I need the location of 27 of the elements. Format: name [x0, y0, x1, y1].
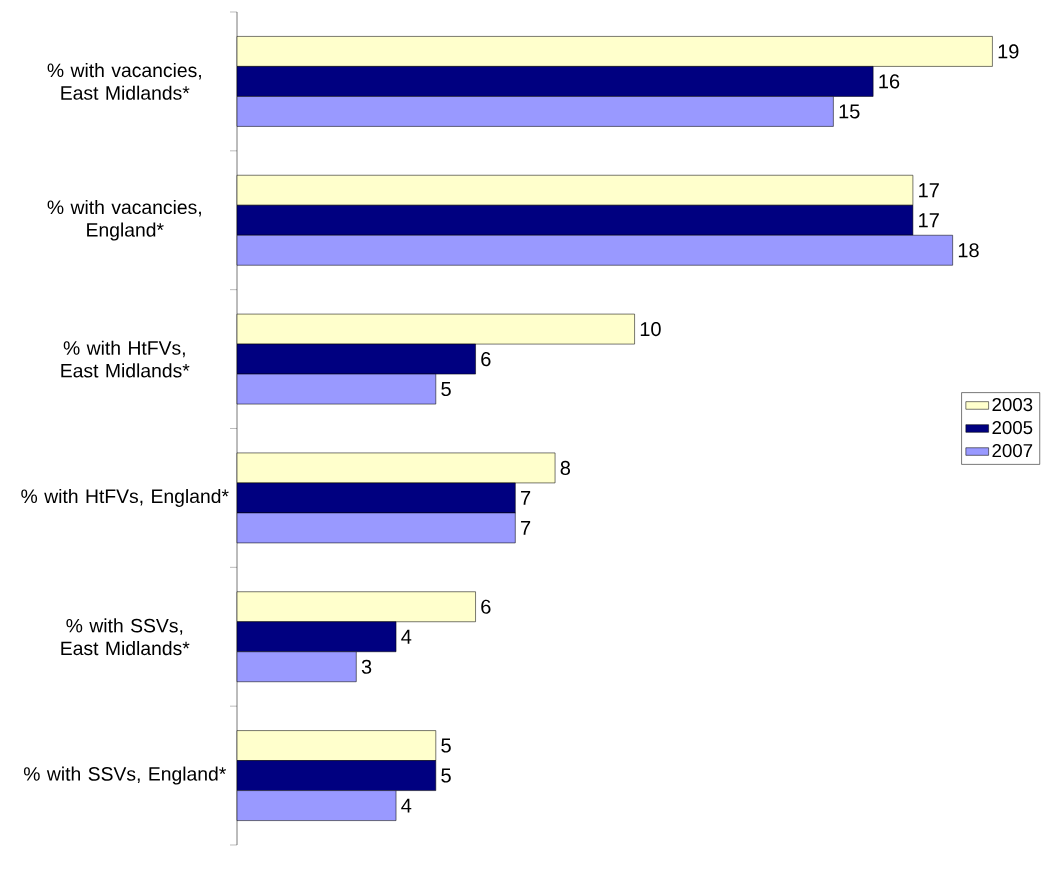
y-tick-label: % with vacancies, England* — [47, 199, 201, 241]
data-label: 17 — [919, 183, 939, 198]
y-tick-label: % with HtFVs, East Midlands* — [61, 340, 190, 378]
y-tick-label: % with SSVs, East Midlands* — [61, 618, 190, 656]
data-label: 16 — [879, 74, 900, 89]
data-label: 5 — [441, 382, 451, 397]
legend-label: 2007 — [992, 444, 1033, 458]
data-label: 6 — [481, 599, 491, 614]
y-tick-label: % with vacancies, East Midlands* — [47, 62, 201, 100]
data-label: 19 — [998, 44, 1019, 59]
data-label: 5 — [441, 738, 451, 753]
data-label: 15 — [839, 104, 860, 119]
data-label: 7 — [521, 491, 531, 505]
y-tick-label: % with SSVs, England* — [23, 766, 227, 785]
data-label: 3 — [361, 659, 372, 674]
data-label: 18 — [958, 243, 979, 258]
data-label: 10 — [640, 322, 661, 337]
data-label: 6 — [481, 352, 491, 367]
y-tick-label: % with HtFVs, England* — [21, 488, 229, 507]
legend-label: 2003 — [992, 397, 1033, 412]
data-label: 4 — [401, 798, 412, 813]
data-label: 4 — [401, 629, 412, 644]
data-label: 7 — [521, 521, 531, 535]
data-label: 5 — [441, 768, 451, 783]
legend-label: 2005 — [992, 420, 1033, 435]
data-label: 17 — [919, 213, 939, 228]
data-label: 8 — [560, 460, 571, 475]
